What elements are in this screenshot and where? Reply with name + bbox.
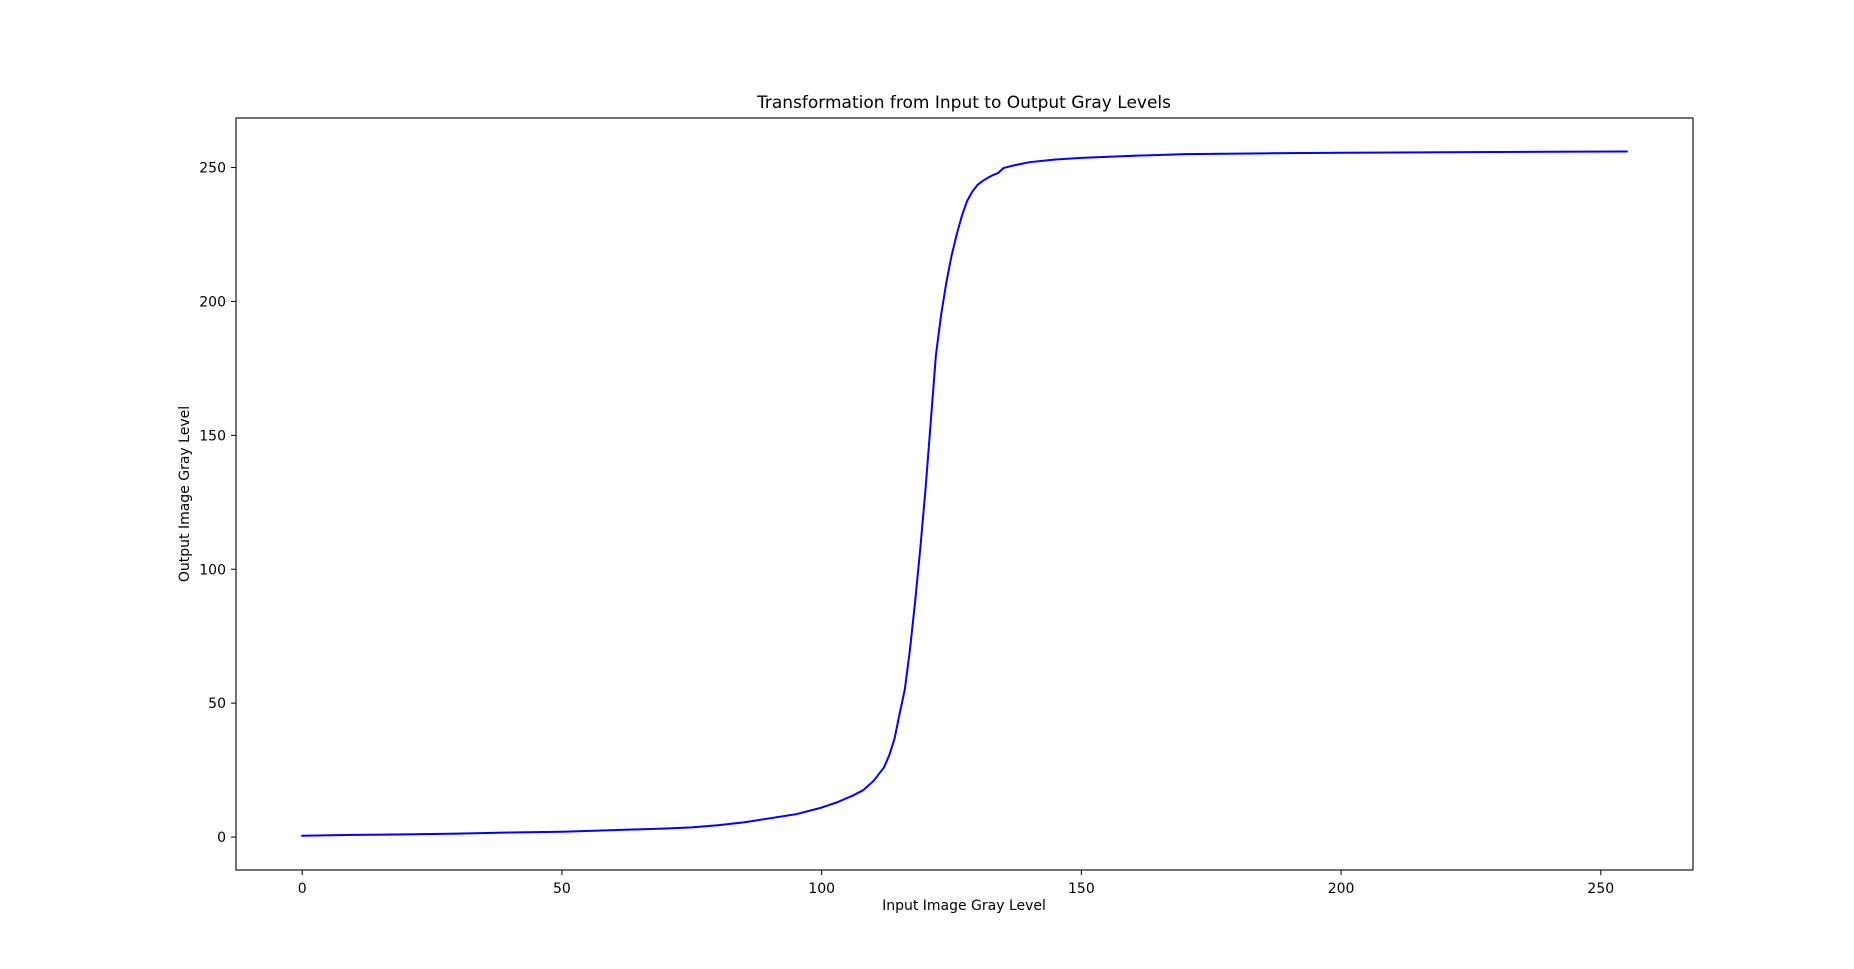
plot-area: 0 50 100 150 200 250 0 50 100 150 200 250 xyxy=(199,117,1694,897)
x-tick-label: 200 xyxy=(1328,881,1355,897)
y-axis-label: Output Image Gray Level xyxy=(177,406,193,582)
x-tick-label: 50 xyxy=(553,881,571,897)
y-tick-label: 250 xyxy=(199,161,226,177)
y-tick-label: 200 xyxy=(199,294,226,310)
y-tick-label: 100 xyxy=(199,562,226,578)
plot-frame xyxy=(235,117,1694,871)
y-tick-label: 150 xyxy=(199,428,226,444)
series-line-0 xyxy=(301,150,1628,837)
x-tick-label: 250 xyxy=(1587,881,1614,897)
y-tick-label: 0 xyxy=(217,830,226,846)
x-axis-label: Input Image Gray Level xyxy=(882,898,1046,914)
x-axis-ticks: 0 50 100 150 200 250 xyxy=(298,870,1614,897)
x-tick-label: 0 xyxy=(298,881,307,897)
series-layer xyxy=(301,150,1628,837)
y-tick-label: 50 xyxy=(208,696,226,712)
y-axis-ticks: 0 50 100 150 200 250 xyxy=(199,161,236,846)
chart-title: Transformation from Input to Output Gray… xyxy=(756,93,1171,113)
x-tick-label: 100 xyxy=(808,881,835,897)
x-tick-label: 150 xyxy=(1068,881,1095,897)
